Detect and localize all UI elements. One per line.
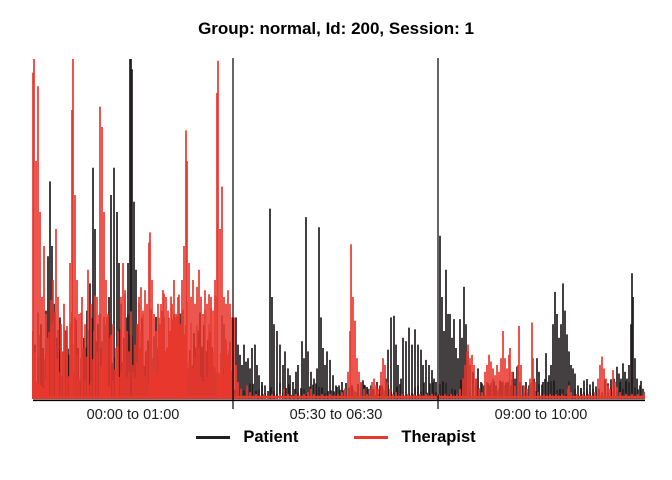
x-axis-label-segment-2: 05:30 to 06:30 — [289, 407, 383, 423]
legend-label-therapist: Therapist — [401, 428, 476, 446]
legend: Patient Therapist — [0, 428, 672, 447]
legend-item-therapist: Therapist — [354, 428, 476, 447]
legend-label-patient: Patient — [243, 428, 299, 446]
therapist-line-swatch — [354, 436, 389, 439]
patient-line-swatch — [196, 436, 231, 439]
x-axis-label-segment-3: 09:00 to 10:00 — [494, 407, 588, 423]
legend-item-patient: Patient — [196, 428, 298, 447]
chart-title: Group: normal, Id: 200, Session: 1 — [198, 19, 474, 38]
x-axis-label-segment-1: 00:00 to 01:00 — [86, 407, 180, 423]
